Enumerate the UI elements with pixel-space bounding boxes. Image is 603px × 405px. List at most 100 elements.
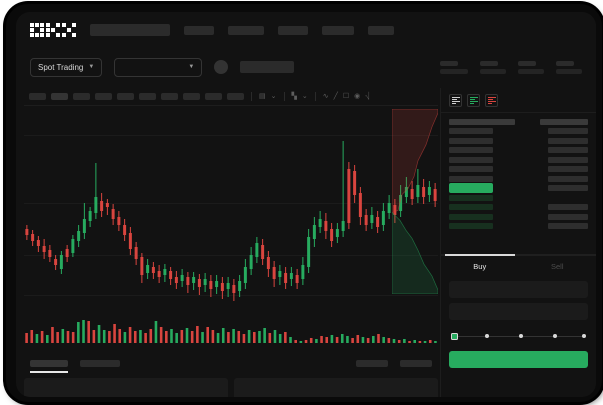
submit-order-button[interactable] [449,351,588,368]
tab-open-orders[interactable] [30,359,68,373]
settings-icon[interactable]: ◉ [354,93,361,100]
market-stat-1 [480,60,506,74]
nav-item-3[interactable] [322,25,354,35]
nav-item-4[interactable] [368,25,394,35]
pencil-icon[interactable]: ╱ [333,93,338,100]
top-header [16,12,596,48]
orders-tabs [24,355,438,373]
orderbook-row-price[interactable] [449,183,588,194]
orders-panel-left[interactable] [24,378,228,397]
orderbook-rows[interactable] [441,113,596,273]
orderbook-cell-right [548,166,588,173]
pair-dropdown[interactable]: ▼ [114,57,203,77]
orderbook-row-ask[interactable] [449,136,588,146]
search-input[interactable] [90,24,170,36]
indicators-chevron-icon[interactable]: ⌄ [270,93,277,100]
orderbook-view-both-icon[interactable] [449,94,462,107]
tab-order-history[interactable] [80,359,120,367]
orderbook-row-bid[interactable] [449,203,588,213]
orders-panel-right[interactable] [234,378,438,397]
order-form: Buy Sell [441,254,596,368]
slider-knob[interactable] [451,332,458,340]
line-tool-icon[interactable]: ∿ [322,93,329,100]
timeframe-3[interactable] [95,93,112,100]
app-screen: Spot Trading ▼ ▼ [16,12,596,397]
orderbook-row-ask[interactable] [449,165,588,175]
timeframe-8[interactable] [205,93,222,100]
tab-sell[interactable]: Sell [550,261,564,271]
gridline [24,203,438,204]
chart-type-chevron-icon[interactable]: ⌄ [301,93,308,100]
orderbook-cell-right [540,118,588,125]
orderbook-cell-left [449,194,493,201]
timeframe-1[interactable] [51,93,68,100]
nav-item-1[interactable] [228,25,264,35]
slider-stop-75[interactable] [553,334,557,338]
orderbook-row-bid[interactable] [449,193,588,203]
gridline [24,255,438,256]
orderbook-row-ask[interactable] [449,127,588,137]
orderbook-cell-left [449,147,493,154]
timeframe-5[interactable] [139,93,156,100]
orders-action-1[interactable] [400,359,432,367]
pair-header: Spot Trading ▼ ▼ [16,48,596,86]
orderbook-row-bid[interactable] [449,222,588,232]
timeframe-2[interactable] [73,93,90,100]
nav-item-2[interactable] [278,25,308,35]
tab-buy[interactable]: Buy [473,261,487,271]
volume-series [25,320,437,343]
gridline [24,295,438,296]
timeframe-9[interactable] [227,93,244,100]
trading-mode-dropdown[interactable]: Spot Trading ▼ [30,57,103,77]
orderbook-cell-left [449,213,493,220]
orderbook-cell-left [449,175,493,182]
chevron-down-icon: ▼ [188,64,195,70]
okx-logo[interactable] [30,23,76,37]
slider-stop-100[interactable] [582,334,586,338]
pair-avatar-icon [214,60,229,74]
amount-field[interactable] [449,303,588,320]
price-chart[interactable] [24,107,438,352]
fullscreen-icon[interactable]: ⎷ [365,93,370,100]
market-stat-3 [556,60,582,74]
orderbook-row-ask[interactable] [449,146,588,156]
slider-stop-25[interactable] [485,334,489,338]
camera-icon[interactable]: ☐ [342,93,350,100]
depth-chart-overlay [392,109,438,294]
orderbook-cell-right [548,137,588,144]
orders-panels [24,378,438,397]
orderbook-cell-left [449,128,493,135]
toolbar-divider [283,92,285,101]
orderbook-cell-right [548,128,588,135]
buysell-indicator [441,254,596,256]
orderbook-panel: Buy Sell [440,88,596,397]
timeframe-7[interactable] [183,93,200,100]
orderbook-cell-left [449,118,515,125]
orderbook-view-asks-icon[interactable] [485,94,498,107]
chart-type-icon[interactable]: ▚ [291,93,297,100]
trading-mode-label: Spot Trading [38,62,84,72]
candlestick-series [25,141,437,301]
orderbook-row-ask[interactable] [449,174,588,184]
slider-stop-50[interactable] [519,334,523,338]
orderbook-row-bid[interactable] [449,212,588,222]
indicators-icon[interactable]: ▤ [259,93,266,100]
market-stat-0 [440,60,468,74]
slider-track [454,335,583,337]
orderbook-cell-left [449,204,493,211]
orderbook-view-toggles [441,88,596,113]
amount-slider[interactable] [451,331,586,341]
orders-action-0[interactable] [356,359,388,367]
price-field[interactable] [449,281,588,298]
orderbook-cell-right [548,185,588,192]
gridline [24,135,438,136]
orderbook-view-bids-icon[interactable] [467,94,480,107]
toolbar-divider [314,92,316,101]
timeframe-4[interactable] [117,93,134,100]
timeframe-6[interactable] [161,93,178,100]
orderbook-row-header[interactable] [449,117,588,127]
nav-item-0[interactable] [184,25,214,35]
orderbook-row-ask[interactable] [449,155,588,165]
timeframe-0[interactable] [29,93,46,100]
orderbook-cell-right [548,147,588,154]
